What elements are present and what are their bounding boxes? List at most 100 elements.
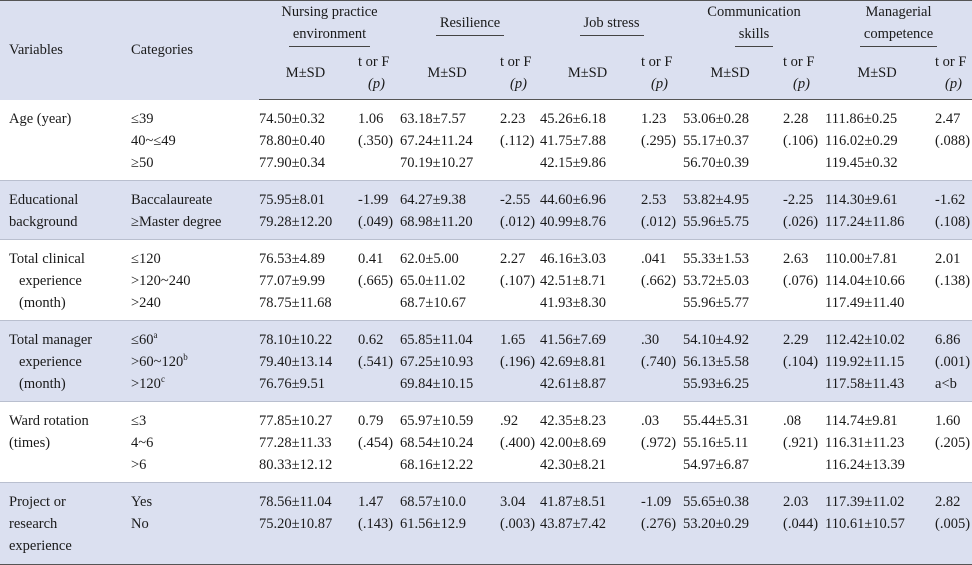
mean-sd-value-text: 117.39±11.02	[825, 494, 905, 510]
mean-sd-value-text: 55.96±5.77	[683, 295, 749, 311]
category-line-text: ≥50	[131, 154, 154, 171]
mean-sd-value-text: 117.24±11.86	[825, 214, 905, 230]
stat-cell: -1.09 (.276)	[635, 482, 684, 565]
mean-sd-value: 114.04±10.66	[825, 270, 929, 292]
category-line-text: ≤120	[131, 251, 161, 267]
mean-sd-value: 55.44±5.31	[683, 410, 777, 432]
mean-sd-value-text: 116.31±11.23	[825, 435, 905, 451]
mean-sd-value-text: 56.13±5.58	[683, 354, 749, 370]
stat-value-text: (.005)	[935, 516, 971, 532]
header-stat: t or F (p)	[352, 47, 401, 100]
stat-cell: 2.23 (.112)	[494, 100, 540, 181]
mean-sd-value-text: 53.82±4.95	[683, 192, 749, 208]
category-line-text: ≤60	[131, 332, 154, 348]
stat-value: 1.06	[358, 108, 400, 130]
mean-sd-value-text: 42.15±9.86	[540, 155, 606, 171]
variable-line: Project or	[9, 491, 122, 513]
variable-cell: Total clinical experience (month)	[0, 239, 122, 321]
mean-sd-cell: 64.27±9.38 68.98±11.20	[400, 180, 495, 240]
stat-value: a<b	[935, 373, 972, 395]
stat-value-text: 2.03	[783, 494, 809, 510]
mean-sd-value-text: 70.19±10.27	[400, 155, 474, 171]
stat-value: (.107)	[500, 270, 540, 292]
mean-sd-value-text: 114.04±10.66	[825, 273, 905, 289]
mean-sd-value: 41.75±7.88	[540, 130, 635, 152]
stat-cell: 2.28 (.106)	[777, 100, 825, 181]
mean-sd-cell: 55.33±1.53 53.72±5.03 55.96±5.77	[683, 239, 778, 321]
footnote-marker: a	[153, 330, 158, 340]
footnote-marker: c	[160, 374, 165, 384]
stat-value-text: (.026)	[783, 214, 819, 230]
header-group-line: Communication	[707, 4, 801, 20]
mean-sd-value-text: 75.95±8.01	[259, 192, 325, 208]
stat-value: .03	[641, 410, 683, 432]
header-stat-line1: t or F	[641, 54, 673, 70]
stat-value: (.921)	[783, 432, 825, 454]
stat-value-text: (.143)	[358, 516, 394, 532]
stat-value-text: (.972)	[641, 435, 677, 451]
stat-value-text: -1.62	[935, 192, 966, 208]
mean-sd-value: 114.74±9.81	[825, 410, 929, 432]
header-stat-line2: (p)	[651, 76, 668, 92]
category-line-text: 40~≤49	[131, 132, 176, 149]
table-row: Ward rotation (times) ≤3 4~6 >6 77.85±10.27 77…	[0, 401, 972, 483]
mean-sd-value-text: 55.93±6.25	[683, 376, 749, 392]
mean-sd-value: 70.19±10.27	[400, 152, 494, 174]
stat-cell: .92 (.400)	[494, 401, 541, 483]
variable-line: research	[9, 513, 122, 535]
category-line: ≤39	[131, 108, 259, 130]
mean-sd-cell: 53.82±4.95 55.96±5.75	[683, 180, 778, 240]
stat-cell: 0.79 (.454)	[352, 401, 401, 483]
stat-cell: -2.25 (.026)	[777, 180, 826, 240]
mean-sd-value-text: 69.84±10.15	[400, 376, 474, 392]
mean-sd-value: 55.17±0.37	[683, 130, 777, 152]
mean-sd-cell: 114.74±9.81 116.31±11.23 116.24±13.39	[825, 401, 930, 483]
stat-value: (.196)	[500, 351, 540, 373]
header-group-line: competence	[859, 24, 938, 47]
stat-value: 2.53	[641, 189, 683, 211]
header-group-line: Managerial	[865, 4, 932, 20]
mean-sd-value: 117.49±11.40	[825, 292, 929, 314]
stat-value-text: 2.01	[935, 251, 961, 267]
mean-sd-value-text: 68.16±12.22	[400, 457, 474, 473]
stat-value-text: (.196)	[500, 354, 536, 370]
stat-value-text: (.001)	[935, 354, 971, 370]
stat-value-text: (.295)	[641, 133, 677, 149]
stat-value: (.012)	[641, 211, 683, 233]
mean-sd-value: 111.86±0.25	[825, 108, 929, 130]
stat-value: (.400)	[500, 432, 540, 454]
stat-cell: -2.55 (.012)	[494, 180, 541, 240]
stat-value-text: (.104)	[783, 354, 819, 370]
mean-sd-value: 61.56±12.9	[400, 513, 494, 535]
category-line: >120~240	[131, 270, 259, 292]
mean-sd-value: 79.40±13.14	[259, 351, 352, 373]
header-stat-line2: (p)	[793, 76, 810, 92]
mean-sd-value: 42.00±8.69	[540, 432, 635, 454]
mean-sd-value-text: 65.0±11.02	[400, 273, 466, 289]
mean-sd-value: 42.30±8.21	[540, 454, 635, 476]
stat-value: -1.09	[641, 491, 683, 513]
mean-sd-cell: 54.10±4.92 56.13±5.58 55.93±6.25	[683, 320, 778, 402]
stat-value-text: (.012)	[500, 214, 536, 230]
mean-sd-value-text: 74.50±0.32	[259, 111, 325, 127]
stat-value: 6.86	[935, 329, 972, 351]
mean-sd-cell: 110.00±7.81 114.04±10.66 117.49±11.40	[825, 239, 930, 321]
stat-value: (.205)	[935, 432, 972, 454]
mean-sd-value: 65.85±11.04	[400, 329, 494, 351]
mean-sd-value-text: 53.06±0.28	[683, 111, 749, 127]
category-line: >240	[131, 292, 259, 314]
stat-value-text: 2.63	[783, 251, 809, 267]
mean-sd-cell: 77.85±10.27 77.28±11.33 80.33±12.12	[259, 401, 352, 483]
mean-sd-cell: 78.10±10.22 79.40±13.14 76.76±9.51	[259, 320, 352, 402]
header-resilience: Resilience	[400, 0, 541, 47]
stat-value: 0.41	[358, 248, 400, 270]
mean-sd-cell: 53.06±0.28 55.17±0.37 56.70±0.39	[683, 100, 777, 181]
header-group-line: environment	[288, 24, 371, 47]
category-cell: ≤120 >120~240 >240	[122, 239, 259, 321]
stat-value-text: 1.47	[358, 494, 384, 510]
mean-sd-cell: 76.53±4.89 77.07±9.99 78.75±11.68	[259, 239, 352, 321]
mean-sd-value-text: 42.00±8.69	[540, 435, 606, 451]
stat-value: 2.29	[783, 329, 825, 351]
header-stat-line2: (p)	[945, 76, 962, 92]
